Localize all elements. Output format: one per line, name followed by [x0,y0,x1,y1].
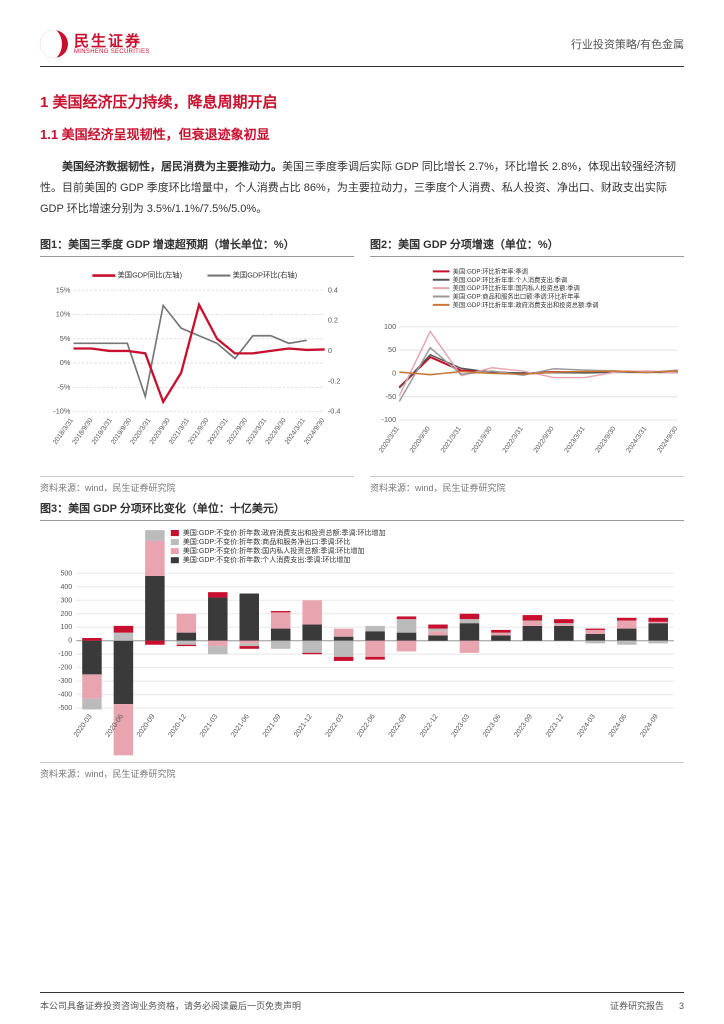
svg-text:0: 0 [392,368,396,377]
svg-text:2021/9/30: 2021/9/30 [471,425,494,454]
fig2-title: 图2：美国 GDP 分项增速（单位：%） [370,236,684,257]
svg-text:美国:GDP:不变价:折年数:国内私人投资总额:季调:环比增: 美国:GDP:不变价:折年数:国内私人投资总额:季调:环比增加 [183,546,365,555]
svg-text:-50: -50 [386,391,397,400]
svg-text:2024-03: 2024-03 [576,713,597,738]
footer-page: 3 [679,1001,684,1011]
svg-text:-0.4: -0.4 [328,406,341,415]
svg-text:100: 100 [60,624,72,631]
svg-text:-400: -400 [58,692,72,699]
svg-text:300: 300 [60,597,72,604]
svg-text:2022-03: 2022-03 [325,713,346,738]
svg-text:0: 0 [68,638,72,645]
svg-text:美国:GDP:不变价:折年数:个人消费支出:季调:环比增加: 美国:GDP:不变价:折年数:个人消费支出:季调:环比增加 [183,555,351,564]
logo-text-cn: 民生证券 [74,34,150,49]
para-lead: 美国经济数据韧性，居民消费为主要推动力。 [62,161,282,173]
svg-text:美国:GDP:环比折年率:国内私人投资总额:季调: 美国:GDP:环比折年率:国内私人投资总额:季调 [453,283,580,292]
section-h2: 1.1 美国经济呈现韧性，但衰退迹象初显 [40,124,684,143]
svg-text:-300: -300 [58,678,72,685]
svg-text:2021-12: 2021-12 [293,713,314,738]
svg-text:2024-06: 2024-06 [608,713,629,738]
svg-text:2023-03: 2023-03 [451,713,472,738]
svg-text:美国GDP同比(左轴): 美国GDP同比(左轴) [117,270,182,279]
logo-text-en: MINSHENG SECURITIES [74,49,150,55]
svg-text:2022/9/30: 2022/9/30 [533,425,556,454]
svg-text:2020-12: 2020-12 [167,713,188,738]
svg-text:2022-06: 2022-06 [356,713,377,738]
svg-text:2021-03: 2021-03 [199,713,220,738]
svg-text:2022/3/31: 2022/3/31 [502,425,525,454]
svg-text:2021-09: 2021-09 [262,713,283,738]
svg-text:2023/9/30: 2023/9/30 [594,425,617,454]
svg-text:-200: -200 [58,665,72,672]
h1-text: 美国经济压力持续，降息周期开启 [53,94,278,111]
svg-text:2023-12: 2023-12 [545,713,566,738]
svg-text:2020-09: 2020-09 [136,713,157,738]
svg-text:2021-06: 2021-06 [230,713,251,738]
svg-text:-500: -500 [58,705,72,712]
svg-text:0.4: 0.4 [328,285,338,294]
body-paragraph: 美国经济数据韧性，居民消费为主要推动力。美国三季度季调后实际 GDP 同比增长 … [40,157,684,220]
fig2-source: 资料来源：wind，民生证券研究院 [370,476,684,494]
svg-text:2020-03: 2020-03 [73,713,94,738]
svg-text:100: 100 [384,322,396,331]
svg-text:500: 500 [60,570,72,577]
svg-text:-5%: -5% [57,382,71,391]
fig1-title: 图1：美国三季度 GDP 增速超预期（增长单位：%） [40,236,354,257]
svg-text:200: 200 [60,611,72,618]
svg-text:美国:GDP:环比折年率:政府消费支出和投资总额:季调: 美国:GDP:环比折年率:政府消费支出和投资总额:季调 [453,300,599,309]
svg-text:50: 50 [388,345,396,354]
svg-text:-10%: -10% [53,406,71,415]
svg-text:2024/3/31: 2024/3/31 [625,425,648,454]
svg-text:-0.2: -0.2 [328,376,341,385]
svg-text:美国:GDP:环比折年率:个人消费支出:季调: 美国:GDP:环比折年率:个人消费支出:季调 [453,275,568,284]
svg-text:2022-12: 2022-12 [419,713,440,738]
svg-text:美国GDP环比(右轴): 美国GDP环比(右轴) [233,270,298,279]
svg-text:2021/3/31: 2021/3/31 [440,425,463,454]
page-header: 民生证券 MINSHENG SECURITIES 行业投资策略/有色金属 [40,30,684,67]
svg-text:5%: 5% [60,334,71,343]
fig3-chart: 美国:GDP:不变价:折年数:政府消费支出和投资总额:季调:环比增加美国:GDP… [40,527,684,758]
fig3-title: 图3：美国 GDP 分项环比变化（单位：十亿美元） [40,500,684,521]
logo: 民生证券 MINSHENG SECURITIES [40,30,150,58]
svg-text:2024-09: 2024-09 [639,713,660,738]
page-footer: 本公司具备证券投资咨询业务资格，请务必阅读最后一页免责声明 证券研究报告 3 [40,992,684,1012]
svg-text:2023/3/31: 2023/3/31 [563,425,586,454]
logo-icon [40,30,68,58]
svg-text:美国:GDP:不变价:折年数:政府消费支出和投资总额:季调:: 美国:GDP:不变价:折年数:政府消费支出和投资总额:季调:环比增加 [183,528,386,537]
svg-text:-100: -100 [382,415,397,424]
svg-text:美国:GDP:不变价:折年数:商品和服务净出口:季调:环比: 美国:GDP:不变价:折年数:商品和服务净出口:季调:环比 [183,537,351,546]
svg-text:0: 0 [328,346,332,355]
svg-text:-100: -100 [58,651,72,658]
fig3-source: 资料来源：wind，民生证券研究院 [40,762,684,780]
svg-text:2020/3/31: 2020/3/31 [378,425,401,454]
svg-text:400: 400 [60,584,72,591]
svg-text:15%: 15% [56,285,71,294]
fig1-source: 资料来源：wind，民生证券研究院 [40,476,354,494]
svg-text:2024/9/30: 2024/9/30 [656,425,679,454]
svg-text:0%: 0% [60,358,71,367]
header-category: 行业投资策略/有色金属 [571,36,684,52]
section-h1: 1 美国经济压力持续，降息周期开启 [40,91,684,112]
svg-text:美国:GDP:环比折年率:季调: 美国:GDP:环比折年率:季调 [453,266,528,275]
fig2-chart: 美国:GDP:环比折年率:季调美国:GDP:环比折年率:个人消费支出:季调美国:… [370,263,684,472]
svg-text:2022-09: 2022-09 [388,713,409,738]
footer-label: 证券研究报告 [610,1001,664,1011]
svg-text:0.2: 0.2 [328,315,338,324]
svg-text:2020/9/30: 2020/9/30 [409,425,432,454]
svg-text:10%: 10% [56,309,71,318]
svg-text:2023-09: 2023-09 [513,713,534,738]
svg-text:2023-06: 2023-06 [482,713,503,738]
h1-number: 1 [40,94,48,111]
footer-disclaimer: 本公司具备证券投资咨询业务资格，请务必阅读最后一页免责声明 [40,999,301,1012]
svg-text:美国:GDP:商品和服务出口额:季调:环比折年率: 美国:GDP:商品和服务出口额:季调:环比折年率 [453,291,580,300]
fig1-chart: 美国GDP同比(左轴) 美国GDP环比(右轴) -10% -5% 0% 5% 10% 15% -… [40,263,354,472]
